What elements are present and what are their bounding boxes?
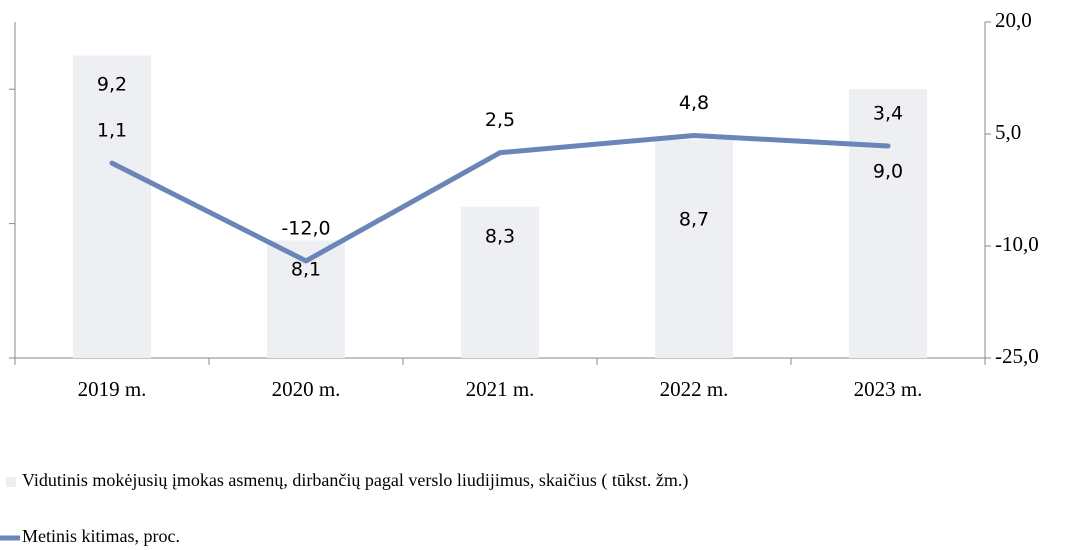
data-label: -12,0 xyxy=(281,217,330,239)
data-label: 3,4 xyxy=(873,102,903,124)
bar xyxy=(655,139,733,358)
bar xyxy=(73,55,151,358)
y2-tick-label: 5,0 xyxy=(995,120,1021,144)
x-tick-label: 2020 m. xyxy=(272,377,341,401)
bar xyxy=(461,206,539,358)
data-label: 4,8 xyxy=(679,92,709,114)
data-label: 9,0 xyxy=(873,161,903,183)
data-label: 8,1 xyxy=(291,259,321,281)
bar xyxy=(849,89,927,358)
y2-tick-label: -25,0 xyxy=(995,344,1039,368)
x-tick-label: 2022 m. xyxy=(660,377,729,401)
legend-label: Metinis kitimas, proc. xyxy=(22,526,180,546)
data-label: 8,7 xyxy=(679,209,709,231)
y2-tick-label: 20,0 xyxy=(995,8,1032,32)
line xyxy=(109,132,891,264)
y2-tick-label: -10,0 xyxy=(995,232,1039,256)
x-tick-label: 2021 m. xyxy=(466,377,535,401)
legend-label: Vidutinis mokėjusių įmokas asmenų, dirba… xyxy=(22,470,688,491)
data-label: 8,3 xyxy=(485,226,515,248)
legend-marker xyxy=(6,477,16,487)
x-tick-label: 2019 m. xyxy=(78,377,147,401)
data-label: 1,1 xyxy=(97,120,127,142)
x-tick-label: 2023 m. xyxy=(854,377,923,401)
data-label: 9,2 xyxy=(97,74,127,96)
data-label: 2,5 xyxy=(485,109,515,131)
